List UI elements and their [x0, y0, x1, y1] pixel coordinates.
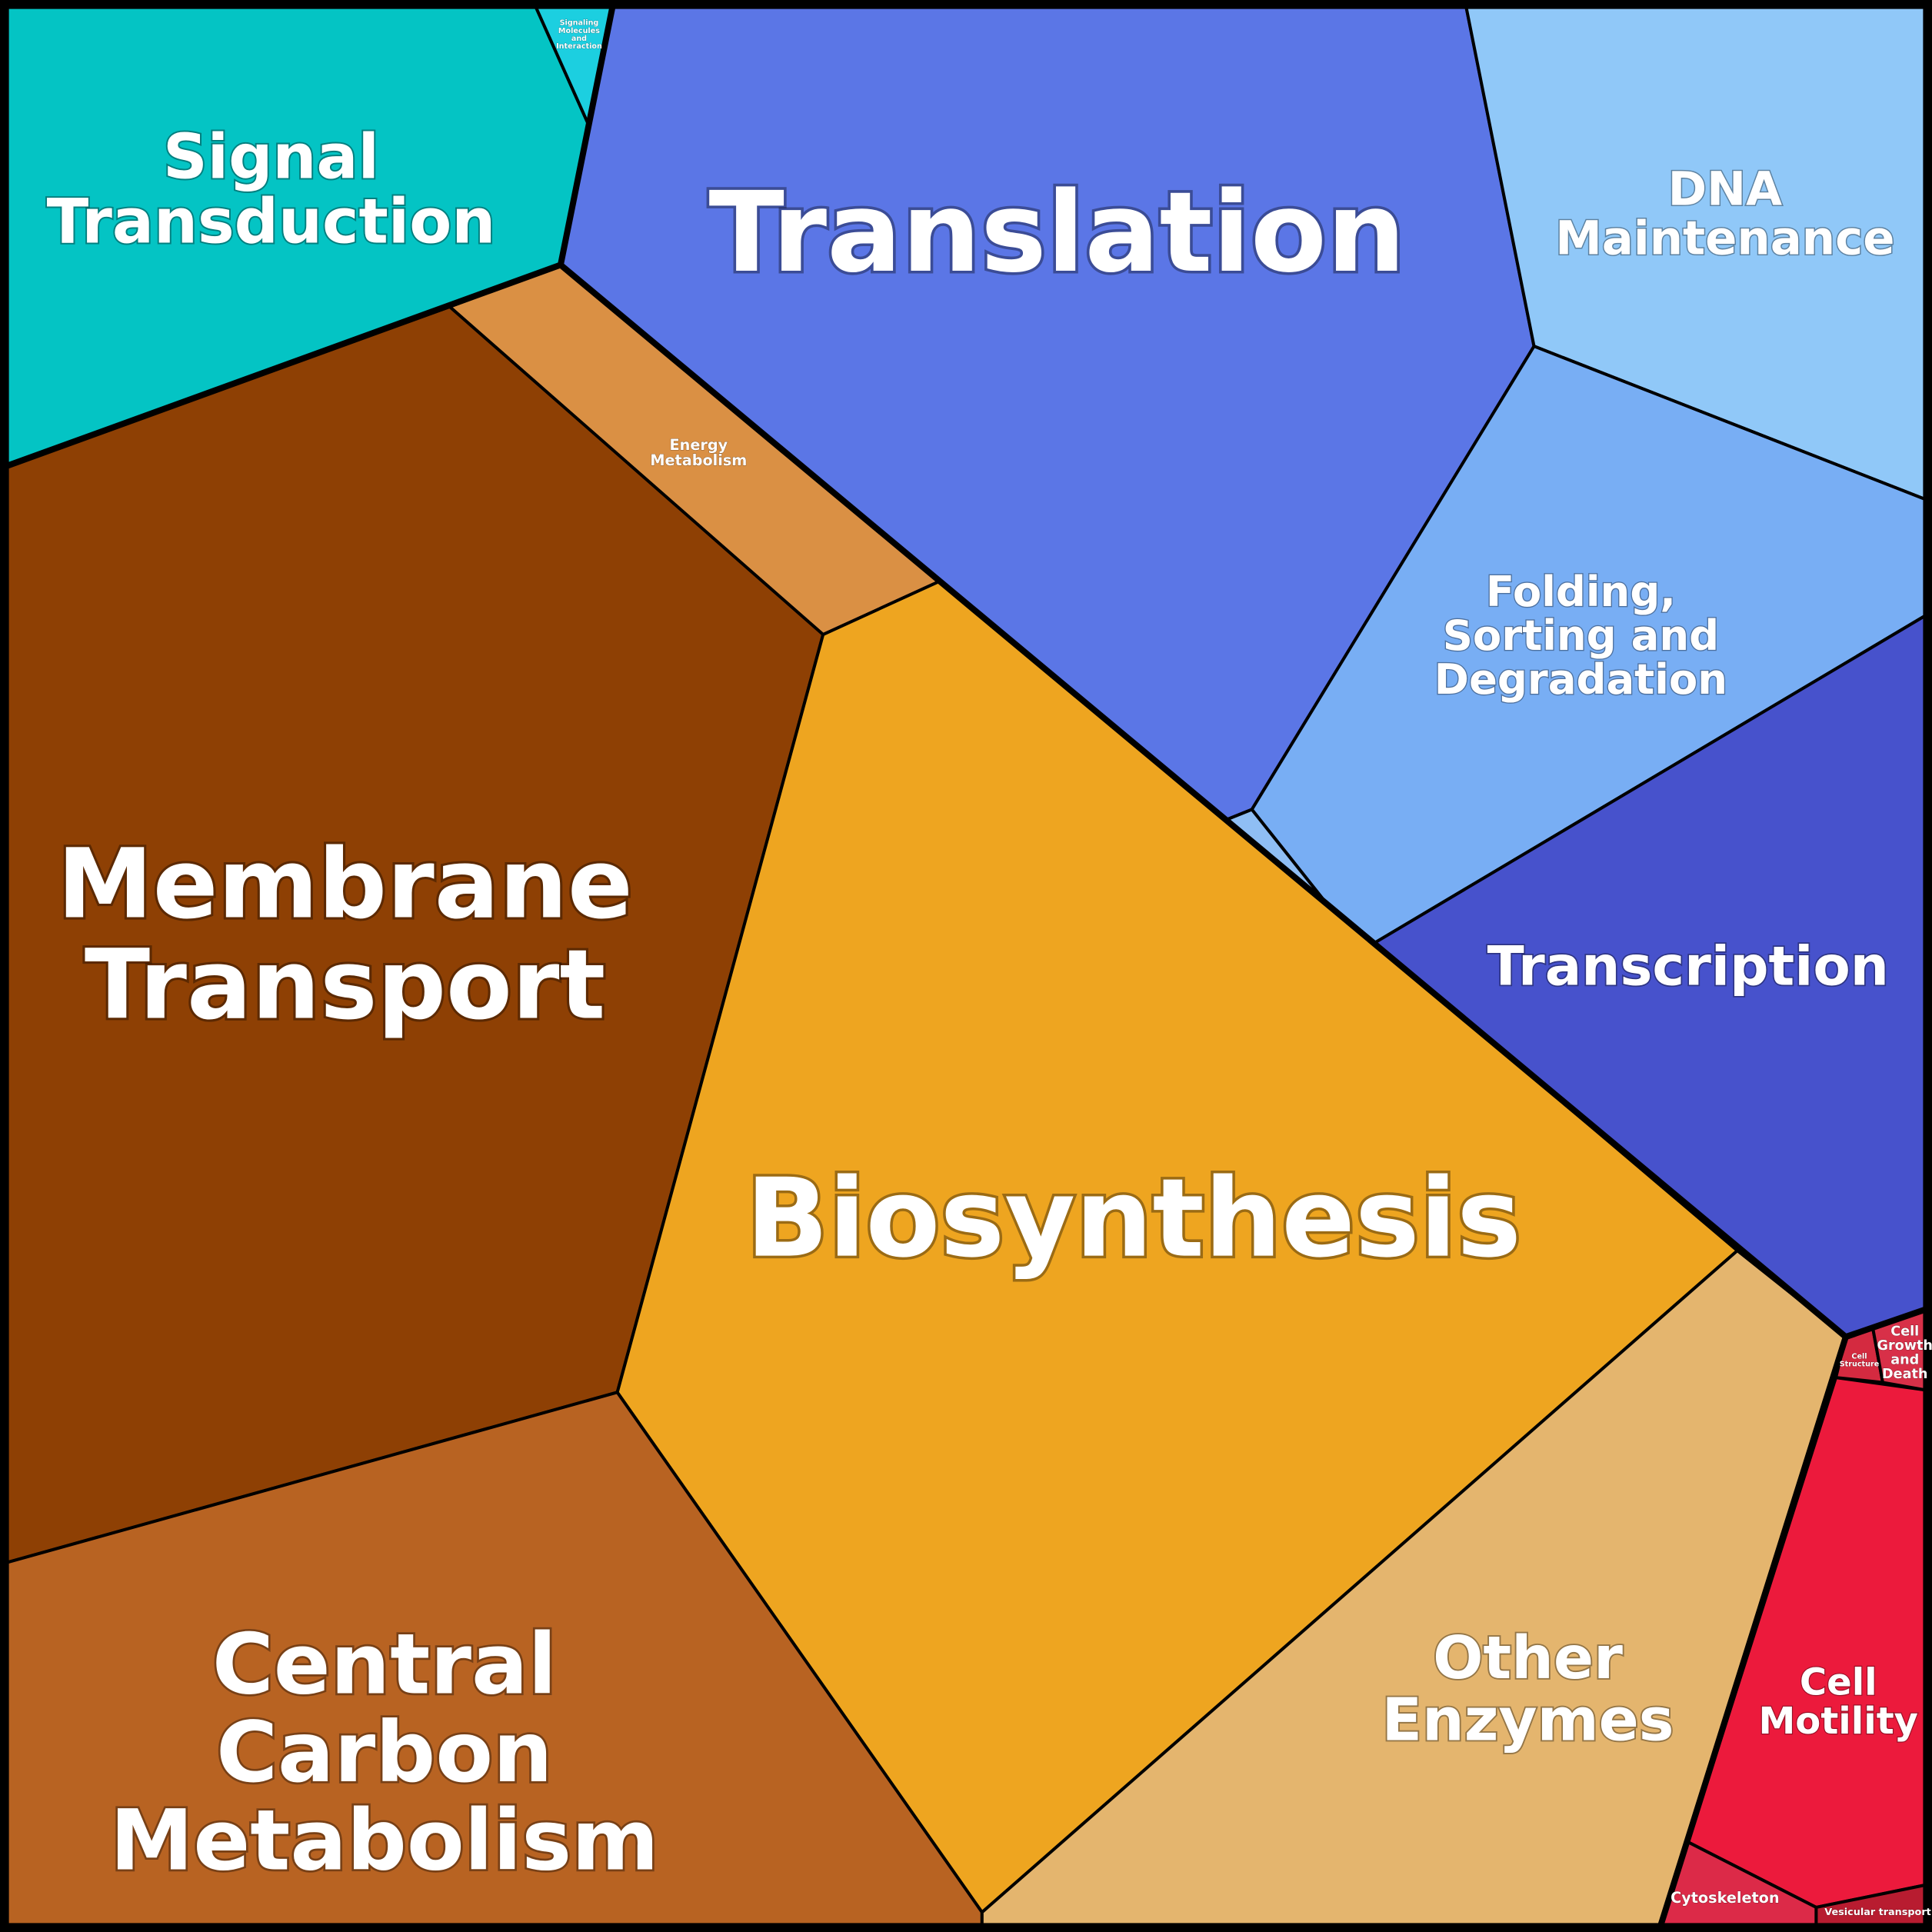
cell-label: Cell	[1890, 1324, 1919, 1339]
cell-label: Signaling	[560, 19, 599, 28]
cells	[5, 5, 1927, 1927]
cell-label: Molecules	[558, 27, 600, 35]
cell-label: Metabolism	[650, 451, 747, 469]
cell-label: Degradation	[1434, 655, 1727, 704]
cell-label: Vesicular transport	[1824, 1907, 1931, 1918]
cell-label: Cytoskeleton	[1671, 1889, 1779, 1907]
group-border	[6, 6, 1926, 1926]
cell-label: and	[1890, 1352, 1919, 1367]
cell-label: DNA	[1668, 162, 1783, 217]
cell-label: and	[571, 35, 587, 43]
cell-label: Metabolism	[110, 1791, 659, 1889]
cell-label: Growth	[1877, 1338, 1932, 1354]
cell-label: Other	[1433, 1624, 1623, 1693]
cell-label: Biosynthesis	[746, 1156, 1521, 1282]
cell-label: Transduction	[47, 186, 496, 258]
cell-label: Interaction	[556, 42, 602, 51]
cell-label: Motility	[1759, 1700, 1918, 1743]
labels: SignalTransductionSignalingMoleculesandI…	[45, 18, 1932, 1918]
cell-label: Translation	[709, 168, 1406, 298]
cell-label: Energy	[670, 436, 728, 454]
cell-label: Maintenance	[1555, 212, 1894, 266]
cell-label: Enzymes	[1381, 1687, 1674, 1755]
cell-label: Central	[212, 1616, 557, 1714]
cell-label: Folding,	[1486, 567, 1676, 616]
cell-label: Death	[1882, 1367, 1927, 1382]
cell-label: Structure	[1840, 1361, 1880, 1369]
cell-label: Transport	[85, 930, 605, 1041]
cell-label: Transcription	[1487, 934, 1889, 998]
cell-label: Signal	[163, 121, 379, 192]
cell-label: Carbon	[216, 1704, 553, 1801]
cell-label: Cell	[1800, 1661, 1877, 1704]
cell-label: Sorting and	[1443, 611, 1719, 660]
cell-label: Cell	[1851, 1353, 1867, 1361]
cell-label: Membrane	[57, 829, 632, 941]
